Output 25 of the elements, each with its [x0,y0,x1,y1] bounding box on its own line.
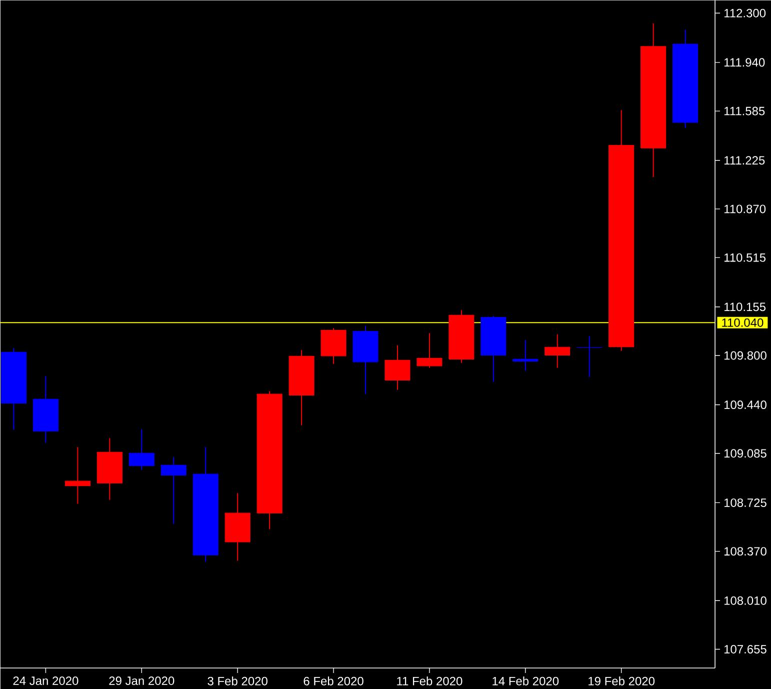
y-tick-label: 111.585 [724,106,765,116]
candlestick [64,446,90,504]
y-tick-label: 109.440 [724,400,766,410]
x-tick-label: 14 Feb 2020 [492,676,559,686]
y-tick-label: 107.655 [724,644,766,654]
candlestick [512,340,538,372]
y-tick-label: 108.370 [724,547,766,556]
y-tick-label: 108.725 [724,498,766,507]
x-tick-label: 29 Jan 2020 [109,676,174,686]
y-tick-label: 109.085 [724,449,766,458]
candlestick [576,336,602,378]
y-tick-label: 111.940 [724,58,765,67]
x-tick-label: 3 Feb 2020 [208,676,268,686]
x-tick-label: 6 Feb 2020 [304,676,364,686]
y-tick-label: 112.300 [724,8,766,18]
x-tick-label: 11 Feb 2020 [397,676,462,686]
y-tick-label: 108.010 [724,596,766,605]
y-tick-label: 109.800 [724,351,766,360]
y-tick-label: 110.870 [724,204,766,214]
y-tick-label: 110.155 [724,302,766,312]
ref-line-label: 110.040 [722,318,764,327]
y-tick-label: 110.515 [724,253,766,262]
x-tick-label: 24 Jan 2020 [13,676,78,686]
x-tick-label: 19 Feb 2020 [588,676,655,686]
y-tick-label: 111.225 [724,156,765,165]
